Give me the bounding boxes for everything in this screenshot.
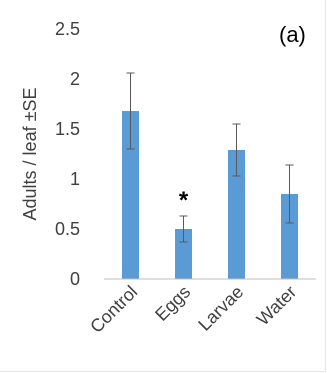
y-tick-label-1: 0.5 bbox=[55, 219, 80, 239]
bars bbox=[122, 111, 298, 279]
error-bar-control bbox=[126, 72, 135, 150]
category-label-larvae: Larvae bbox=[194, 282, 247, 335]
category-label-water: Water bbox=[253, 282, 301, 330]
error-bar-eggs bbox=[179, 215, 188, 243]
category-label-control: Control bbox=[86, 282, 141, 337]
y-tick-label-4: 2 bbox=[70, 69, 80, 89]
bar-control bbox=[122, 111, 139, 279]
y-tick-labels: 0 0.5 1 1.5 2 2.5 bbox=[55, 19, 80, 289]
y-tick-label-5: 2.5 bbox=[55, 19, 80, 39]
category-label-eggs: Eggs bbox=[151, 282, 194, 325]
bar-eggs bbox=[175, 229, 192, 279]
category-labels: Control Eggs Larvae Water bbox=[86, 282, 300, 337]
error-bars bbox=[126, 72, 294, 243]
error-bar-larvae bbox=[232, 123, 241, 177]
y-axis-label: Adults / leaf ±SE bbox=[20, 88, 40, 221]
y-tick-label-3: 1.5 bbox=[55, 119, 80, 139]
bar-larvae bbox=[228, 150, 245, 279]
y-tick-label-0: 0 bbox=[70, 269, 80, 289]
panel-label: (a) bbox=[279, 22, 306, 47]
error-bar-water bbox=[285, 164, 294, 224]
y-tick-label-2: 1 bbox=[70, 169, 80, 189]
annotations: * bbox=[179, 187, 189, 214]
significance-marker: * bbox=[179, 187, 189, 214]
bar-water bbox=[281, 194, 298, 279]
